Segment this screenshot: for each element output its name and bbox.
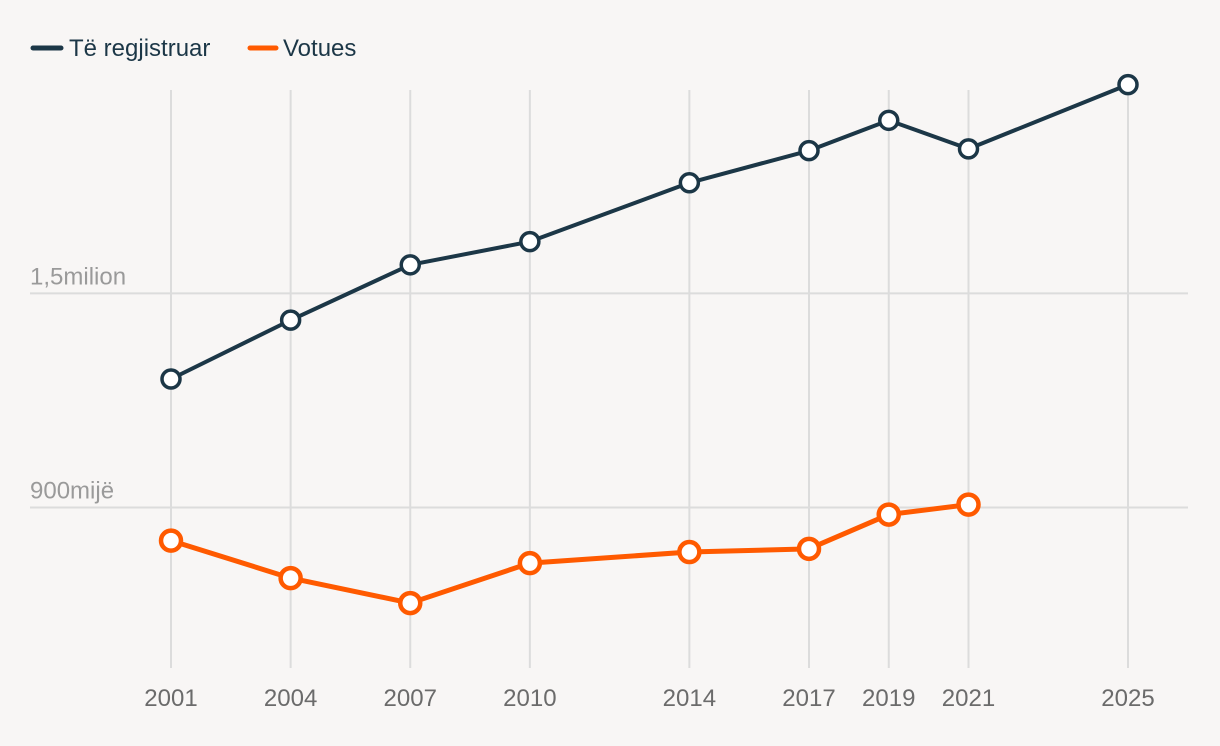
- point-registered-2014: [678, 172, 701, 194]
- data-points: [158, 73, 1139, 616]
- point-registered-2001: [160, 368, 182, 390]
- x-tick-label-2004: 2004: [264, 685, 317, 712]
- point-voters-2004: [278, 565, 303, 591]
- point-registered-2010: [519, 230, 541, 253]
- series-line-registered: [169, 82, 1130, 381]
- x-axis-labels: 2001 2004 2007 2010 2014 2017 2019 2021 2025: [144, 685, 1154, 712]
- series-line-voters: [168, 502, 971, 606]
- point-voters-2017: [796, 536, 822, 562]
- x-tick-label-2007: 2007: [384, 685, 437, 712]
- x-tick-label-2017: 2017: [782, 685, 835, 712]
- x-tick-label-2021: 2021: [942, 685, 995, 712]
- x-tick-label-2010: 2010: [503, 685, 556, 712]
- point-registered-2025: [1117, 73, 1139, 96]
- legend-item-registered: Të regjistruar: [30, 35, 210, 62]
- legend: Të regjistruar Votues: [30, 35, 356, 62]
- y-tick-label-0: 900mijë: [30, 477, 114, 504]
- point-registered-2021: [957, 138, 980, 160]
- y-tick-label-1: 1,5milion: [30, 263, 126, 290]
- point-registered-2019: [878, 109, 900, 132]
- point-registered-2004: [279, 309, 302, 331]
- point-voters-2014: [677, 539, 702, 565]
- point-registered-2017: [798, 139, 820, 162]
- x-tick-label-2019: 2019: [862, 685, 915, 712]
- point-voters-2007: [398, 590, 423, 616]
- x-tick-label-2025: 2025: [1101, 685, 1154, 712]
- x-tick-label-2001: 2001: [144, 685, 197, 712]
- series-lines: [168, 82, 1130, 606]
- point-registered-2007: [399, 254, 421, 276]
- y-axis-labels: 900mijë 1,5milion: [30, 263, 126, 504]
- point-voters-2010: [517, 550, 543, 576]
- legend-label-registered: Të regjistruar: [69, 35, 210, 62]
- point-voters-2019: [876, 502, 901, 527]
- legend-label-voters: Votues: [283, 35, 356, 62]
- legend-item-voters: Votues: [247, 35, 356, 62]
- horizontal-gridlines: [30, 292, 1188, 509]
- point-voters-2001: [158, 528, 184, 553]
- point-voters-2021: [956, 492, 981, 517]
- x-tick-label-2014: 2014: [663, 685, 716, 712]
